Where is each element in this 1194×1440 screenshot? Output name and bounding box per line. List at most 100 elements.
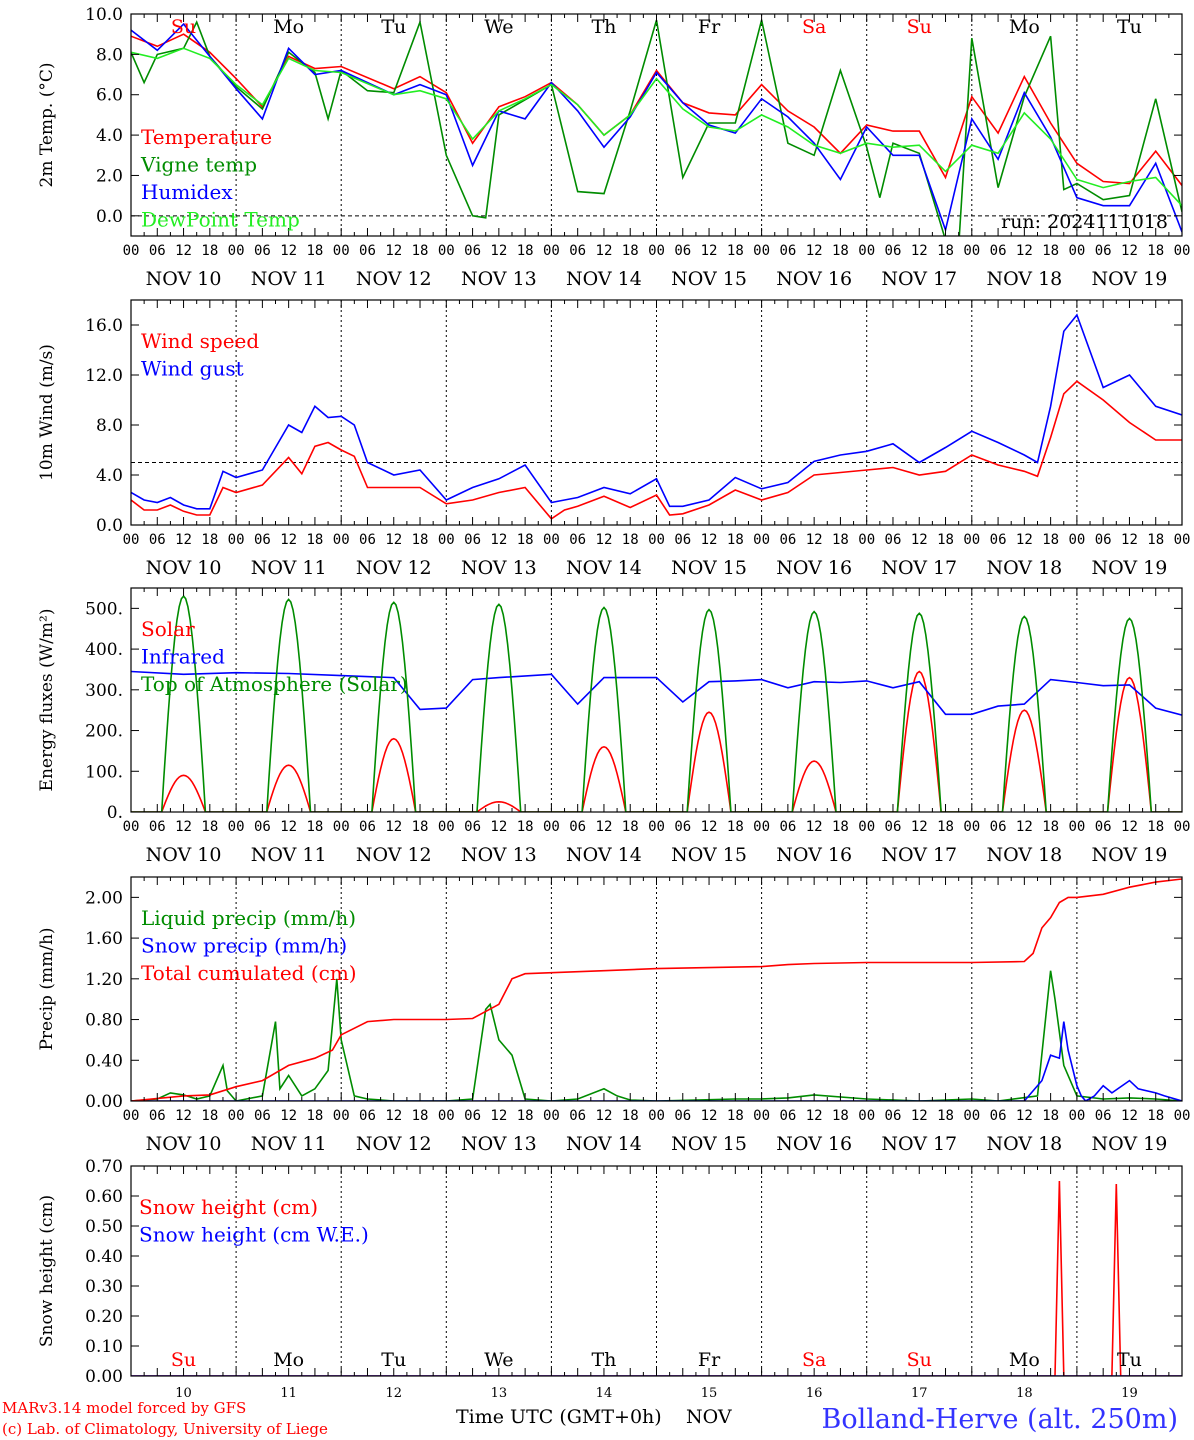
date-label: NOV 18: [986, 268, 1062, 290]
series-group: [131, 19, 1182, 236]
hour-label: 06: [885, 819, 902, 835]
hour-label: 00: [753, 1108, 770, 1124]
hour-label: 00: [858, 243, 875, 259]
hour-label: 12: [490, 243, 507, 259]
hour-label: 06: [254, 532, 271, 548]
weekday-label: We: [484, 16, 513, 38]
date-label: NOV 12: [356, 557, 432, 579]
hour-label: 00: [123, 819, 140, 835]
y-tick-label: 400.: [85, 640, 123, 660]
hour-label: 12: [806, 819, 823, 835]
hour-label: 00: [333, 243, 350, 259]
hour-label: 06: [779, 243, 796, 259]
hour-label: 00: [963, 1108, 980, 1124]
legend-entry: Wind gust: [141, 357, 244, 381]
hour-label: 12: [385, 532, 402, 548]
hour-label: 18: [1042, 243, 1059, 259]
hour-label: 06: [779, 1108, 796, 1124]
hour-label: 18: [1147, 1108, 1164, 1124]
y-axis-label: Energy fluxes (W/m²): [37, 609, 57, 792]
hour-label: 18: [412, 1108, 429, 1124]
hour-label: 12: [806, 1108, 823, 1124]
date-label: NOV 18: [986, 844, 1062, 866]
date-label: NOV 17: [881, 1133, 957, 1155]
hour-label: 06: [990, 243, 1007, 259]
legend-entry: Solar: [141, 617, 195, 641]
hour-label: 00: [753, 819, 770, 835]
date-label: NOV 13: [461, 268, 537, 290]
hour-label: 06: [569, 819, 586, 835]
hour-label: 18: [412, 532, 429, 548]
series-line-3: [131, 878, 1182, 1101]
hour-label: 06: [779, 532, 796, 548]
date-label: NOV 19: [1092, 557, 1168, 579]
date-label: NOV 13: [461, 557, 537, 579]
hour-label: 00: [543, 243, 560, 259]
hour-label: 00: [648, 1108, 665, 1124]
date-label: NOV 12: [356, 844, 432, 866]
hour-label: 00: [648, 532, 665, 548]
y-axis-label: Snow height (cm): [37, 1195, 57, 1347]
hour-label: 06: [885, 243, 902, 259]
hour-label: 12: [385, 819, 402, 835]
hour-label: 06: [149, 532, 166, 548]
date-label: NOV 12: [356, 268, 432, 290]
hour-label: 00: [438, 1108, 455, 1124]
hour-label: 06: [990, 1108, 1007, 1124]
day-number: 14: [596, 1386, 613, 1401]
hour-label: 12: [385, 243, 402, 259]
weekday-label: Th: [591, 16, 616, 38]
y-tick-label: 0.0: [96, 207, 123, 227]
series-group: [131, 594, 1182, 812]
hour-label: 00: [1068, 532, 1085, 548]
hour-label: 06: [674, 243, 691, 259]
hour-label: 00: [438, 819, 455, 835]
date-label: NOV 17: [881, 268, 957, 290]
hour-label: 18: [1042, 819, 1059, 835]
y-tick-label: 0.0: [96, 516, 123, 536]
panel-2: 0.0 4.0 8.0 12.0 16.0 10m Wind (m/s) Wind spee…: [37, 299, 1190, 579]
day-number: 11: [280, 1386, 297, 1401]
day-number: 12: [385, 1386, 402, 1401]
series-line-3: [131, 594, 1182, 812]
series-line-3: [131, 22, 1182, 233]
y-tick-label: 0.60: [85, 1187, 123, 1207]
hour-label: 18: [1147, 532, 1164, 548]
hour-label: 18: [727, 243, 744, 259]
hour-label: 00: [543, 819, 560, 835]
hour-label: 06: [359, 1108, 376, 1124]
weekday-label: Su: [907, 16, 932, 38]
date-label: NOV 11: [251, 557, 327, 579]
date-label: NOV 17: [881, 557, 957, 579]
panel-5: 0.00 0.10 0.20 0.30 0.40 0.50 0.60 0.70 Snow hei…: [37, 1157, 1183, 1401]
hour-label: 00: [228, 243, 245, 259]
date-label: NOV 14: [566, 268, 642, 290]
hour-label: 06: [149, 243, 166, 259]
hour-label: 12: [490, 1108, 507, 1124]
lab-credit: (c) Lab. of Climatology, University of L…: [2, 1420, 328, 1438]
series-line-1: [131, 970, 1182, 1101]
hour-label: 12: [701, 532, 718, 548]
series-line-1: [131, 380, 1182, 520]
hour-label: 18: [937, 1108, 954, 1124]
hour-label: 06: [254, 243, 271, 259]
hour-label: 12: [701, 1108, 718, 1124]
y-tick-label: 12.0: [85, 366, 123, 386]
hour-label: 12: [490, 819, 507, 835]
y-tick-label: 200.: [85, 722, 123, 742]
hour-label: 00: [963, 819, 980, 835]
hour-label: 18: [622, 243, 639, 259]
hour-label: 12: [596, 243, 613, 259]
hour-label: 00: [228, 1108, 245, 1124]
legend-entry: Humidex: [141, 180, 233, 204]
hour-label: 18: [201, 819, 218, 835]
y-tick-label: 500.: [85, 599, 123, 619]
date-label: NOV 14: [566, 1133, 642, 1155]
hour-label: 00: [333, 1108, 350, 1124]
legend-entry: Snow height (cm): [139, 1195, 318, 1219]
date-label: NOV 12: [356, 1133, 432, 1155]
hour-label: 18: [937, 819, 954, 835]
panel-1: 0.0 2.0 4.0 6.0 8.0 10.0 2m Temp. (°C) Temperat…: [37, 5, 1190, 290]
date-label: NOV 10: [146, 844, 222, 866]
weekday-label: Fr: [698, 16, 721, 38]
